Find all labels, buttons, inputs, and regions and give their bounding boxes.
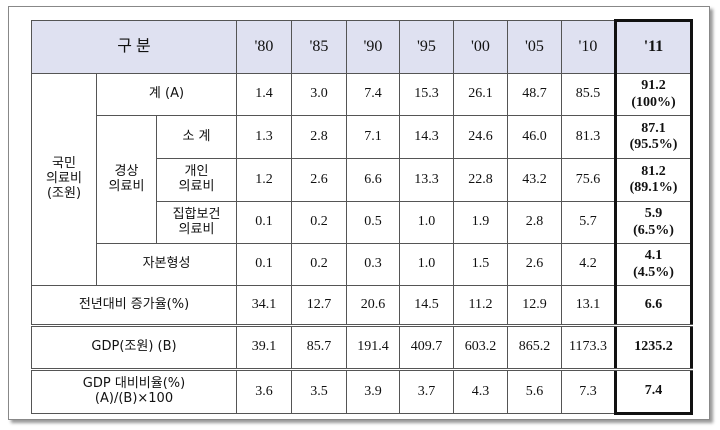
value-cell: 3.6 [236, 368, 292, 414]
value-cell: 2.8 [291, 115, 347, 159]
value-cell: 5.7 [561, 201, 616, 244]
value-cell: 0.1 [236, 201, 292, 244]
year-header: '00 [453, 20, 508, 74]
value-cell: 0.1 [236, 243, 292, 286]
value-cell: 81.2 (89.1%) [614, 158, 693, 202]
frame: 구 분 '80'85'90'95'00'05'10'11 국민 의료비 (조원)… [8, 6, 710, 420]
value-cell: 7.3 [561, 368, 616, 414]
value-cell: 34.1 [236, 285, 292, 326]
table-row: 국민 의료비 (조원) 계 (A) 1.4 3.0 7.4 15.3 26.1 48.7 85.… [31, 73, 693, 286]
row-label: 집합보건 의료비 [156, 201, 237, 244]
value-cell: 0.2 [291, 243, 347, 286]
value-cell: 1.5 [453, 243, 508, 286]
value-cell: 7.4 [346, 73, 400, 116]
value-cell: 1.0 [399, 243, 454, 286]
table-row: 자본형성 0.1 0.2 0.3 1.0 1.5 2.6 4.2 4.1 (4.5%) [32, 243, 693, 286]
value-cell: 24.6 [453, 115, 508, 159]
value-cell: 5.6 [507, 368, 562, 414]
value-cell: 2.6 [291, 158, 347, 202]
value-cell: 15.3 [399, 73, 454, 116]
value-cell: 48.7 [507, 73, 562, 116]
value-cell: 13.1 [561, 285, 616, 326]
year-header: '85 [291, 20, 347, 74]
value-cell: 87.1 (95.5%) [614, 115, 693, 159]
corner-cell: 구 분 [31, 20, 237, 74]
value-cell: 1.3 [236, 115, 292, 159]
value-cell: 4.2 [561, 243, 616, 286]
value-cell: 14.5 [399, 285, 454, 326]
value-cell: 1.9 [453, 201, 508, 244]
value-cell: 0.3 [346, 243, 400, 286]
value-cell: 1.0 [399, 201, 454, 244]
value-cell: 26.1 [453, 73, 508, 116]
value-cell: 20.6 [346, 285, 400, 326]
table-row: GDP(조원) (B) 39.1 85.7 191.4 409.7 603.2 865.2 1… [31, 324, 693, 370]
value-cell: 3.9 [346, 368, 400, 414]
table-row: 전년대비 증가율(%) 34.1 12.7 20.6 14.5 11.2 12.9 13.1 6… [31, 285, 693, 326]
year-header: '10 [561, 20, 616, 74]
value-cell: 2.6 [507, 243, 562, 286]
value-cell: 1.4 [236, 73, 292, 116]
value-cell: 43.2 [507, 158, 562, 202]
row-label: 전년대비 증가율(%) [31, 285, 237, 326]
value-cell: 4.1 (4.5%) [614, 243, 693, 286]
value-cell: 46.0 [507, 115, 562, 159]
year-header: '80 [236, 20, 292, 74]
value-cell: 409.7 [399, 324, 454, 370]
year-header: '11 [614, 19, 693, 74]
value-cell: 1173.3 [561, 324, 616, 370]
table-body: 국민 의료비 (조원) 계 (A) 1.4 3.0 7.4 15.3 26.1 48.7 85.… [31, 73, 693, 415]
value-cell: 191.4 [346, 324, 400, 370]
value-cell: 6.6 [614, 285, 693, 326]
value-cell: 7.1 [346, 115, 400, 159]
table-row: 집합보건 의료비 0.1 0.2 0.5 1.0 1.9 2.8 5.7 5.9 (6.5%) [32, 201, 693, 244]
header-row: 구 분 '80'85'90'95'00'05'10'11 [31, 19, 693, 74]
value-cell: 0.2 [291, 201, 347, 244]
value-cell: 11.2 [453, 285, 508, 326]
value-cell: 22.8 [453, 158, 508, 202]
value-cell: 2.8 [507, 201, 562, 244]
value-cell: 14.3 [399, 115, 454, 159]
table-row: GDP 대비비율(%) (A)/(B)×100 3.6 3.5 3.9 3.7 4.3 5.… [31, 368, 693, 415]
value-cell: 85.5 [561, 73, 616, 116]
value-cell: 7.4 [614, 368, 693, 415]
row-label: 개인 의료비 [156, 158, 237, 202]
value-cell: 3.5 [291, 368, 347, 414]
value-cell: 1235.2 [614, 324, 693, 370]
value-cell: 3.0 [291, 73, 347, 116]
value-cell: 91.2 (100%) [614, 73, 693, 116]
row-label: GDP 대비비율(%) (A)/(B)×100 [31, 368, 237, 414]
table-row: 개인 의료비 1.2 2.6 6.6 13.3 22.8 43.2 75.6 81.2 (89.… [32, 158, 693, 202]
value-cell: 1.2 [236, 158, 292, 202]
year-header: '95 [399, 20, 454, 74]
value-cell: 4.3 [453, 368, 508, 414]
row-label: 소 계 [156, 115, 237, 159]
value-cell: 6.6 [346, 158, 400, 202]
value-cell: 12.7 [291, 285, 347, 326]
table-row: 경상 의료비 소 계 1.3 2.8 7.1 14.3 24.6 46.0 81.3 87.1 (… [32, 115, 693, 244]
value-cell: 3.7 [399, 368, 454, 414]
subgroup-label: 경상 의료비 [96, 115, 157, 244]
value-cell: 12.9 [507, 285, 562, 326]
value-cell: 85.7 [291, 324, 347, 370]
value-cell: 865.2 [507, 324, 562, 370]
value-cell: 81.3 [561, 115, 616, 159]
row-label: GDP(조원) (B) [31, 324, 237, 370]
data-table: 구 분 '80'85'90'95'00'05'10'11 국민 의료비 (조원)… [31, 19, 693, 415]
value-cell: 603.2 [453, 324, 508, 370]
row-label: 자본형성 [96, 243, 237, 286]
row-label: 계 (A) [96, 73, 237, 116]
value-cell: 0.5 [346, 201, 400, 244]
value-cell: 5.9 (6.5%) [614, 201, 693, 244]
year-header: '90 [346, 20, 400, 74]
value-cell: 75.6 [561, 158, 616, 202]
group-label: 국민 의료비 (조원) [31, 73, 97, 286]
value-cell: 39.1 [236, 324, 292, 370]
value-cell: 13.3 [399, 158, 454, 202]
year-header: '05 [507, 20, 562, 74]
